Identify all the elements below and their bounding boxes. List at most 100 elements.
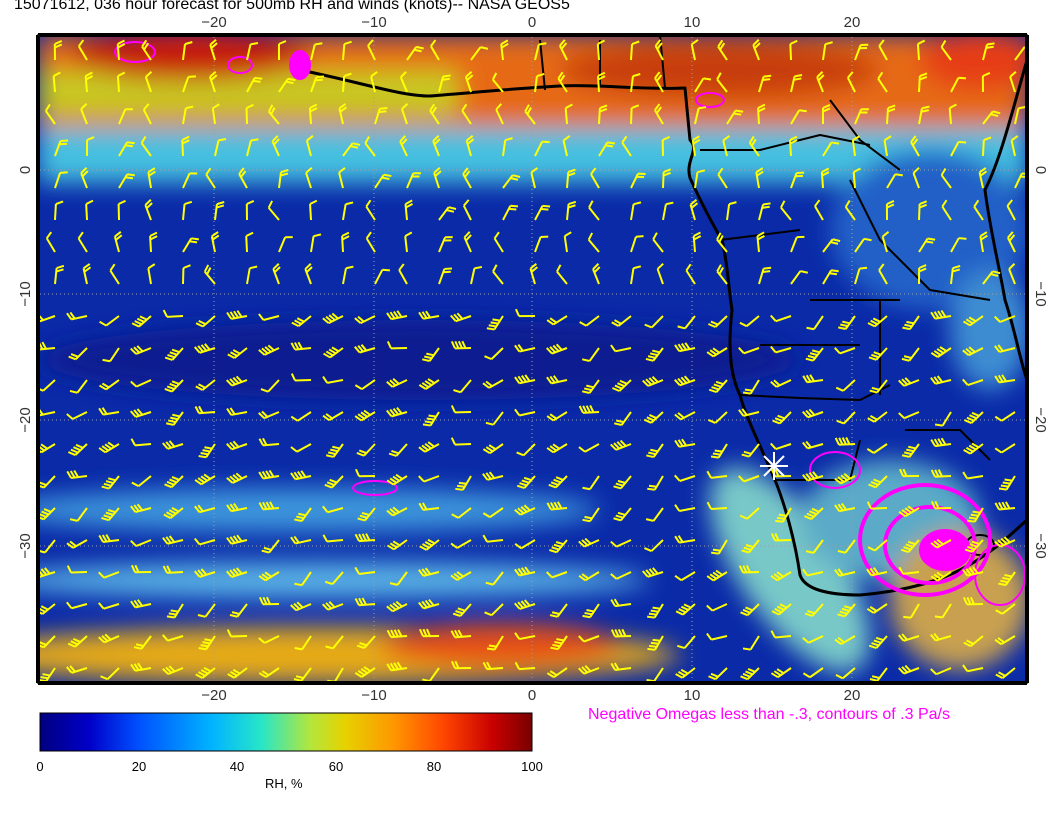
wind-barb bbox=[878, 39, 888, 61]
wind-barb bbox=[675, 667, 696, 679]
wind-barb bbox=[404, 199, 413, 221]
wind-barb bbox=[716, 232, 728, 253]
wind-barb bbox=[290, 373, 312, 382]
wind-barb bbox=[550, 635, 568, 651]
wind-barb bbox=[581, 347, 600, 362]
wind-barb bbox=[738, 475, 760, 483]
wind-barb bbox=[77, 39, 88, 61]
wind-barb bbox=[726, 201, 737, 221]
wind-barb bbox=[752, 39, 761, 61]
wind-barb bbox=[66, 470, 88, 479]
lat-tick-left: −20 bbox=[17, 407, 34, 432]
wind-barb bbox=[386, 600, 408, 613]
wind-barb bbox=[582, 603, 600, 619]
wind-barb bbox=[482, 443, 504, 455]
wind-barb bbox=[662, 168, 672, 189]
wind-barb bbox=[790, 235, 805, 253]
wind-barb bbox=[982, 270, 1001, 285]
wind-barb bbox=[482, 471, 504, 481]
wind-barb bbox=[432, 135, 441, 157]
wind-barb bbox=[790, 109, 807, 125]
wind-barb bbox=[610, 628, 632, 638]
wind-barb bbox=[182, 172, 198, 189]
wind-barb bbox=[738, 564, 760, 574]
lon-ticks-top: −20 −10 0 10 20 bbox=[201, 14, 860, 31]
wind-barb bbox=[930, 500, 952, 510]
wind-barb bbox=[290, 535, 312, 545]
wind-barb bbox=[674, 375, 696, 387]
wind-barb bbox=[770, 314, 792, 323]
colorbar-label: 0 bbox=[36, 759, 44, 774]
wind-barb bbox=[486, 315, 504, 331]
wind-barb bbox=[748, 135, 760, 157]
wind-barb bbox=[851, 135, 860, 157]
wind-barb bbox=[643, 411, 664, 424]
wind-barb bbox=[868, 475, 888, 489]
wind-barb bbox=[418, 441, 440, 453]
rh-red-patch-1 bbox=[70, 35, 310, 80]
wind-barb bbox=[130, 564, 152, 574]
wind-barb bbox=[66, 539, 88, 549]
wind-barb bbox=[162, 634, 184, 642]
wind-barb bbox=[324, 475, 344, 489]
wind-barb bbox=[116, 39, 126, 61]
wind-barb bbox=[834, 635, 856, 645]
wind-barb bbox=[118, 108, 133, 125]
wind-barb bbox=[258, 667, 280, 678]
wind-barb bbox=[694, 77, 712, 93]
wind-barb bbox=[338, 167, 346, 189]
rh-moist-streak-1 bbox=[38, 488, 600, 532]
wind-barb bbox=[451, 507, 472, 519]
wind-barb bbox=[45, 231, 56, 253]
wind-barb bbox=[166, 603, 184, 619]
omega-contour-1 bbox=[114, 41, 156, 63]
wind-barb bbox=[323, 346, 344, 359]
wind-barb bbox=[654, 71, 664, 93]
wind-barb bbox=[164, 379, 184, 393]
wind-barb bbox=[197, 603, 216, 618]
lon-ticks-bottom: −20 −10 0 10 20 bbox=[201, 687, 860, 704]
wind-barb bbox=[438, 267, 453, 285]
lon-tick-bottom: 0 bbox=[528, 687, 536, 704]
rh-dry-core bbox=[40, 320, 800, 400]
wind-barb bbox=[652, 232, 664, 253]
wind-barb bbox=[835, 667, 856, 680]
wind-barb bbox=[834, 472, 856, 485]
wind-barb bbox=[433, 167, 442, 189]
wind-barb bbox=[770, 630, 792, 639]
wind-barb bbox=[642, 375, 664, 387]
wind-barb bbox=[246, 265, 258, 285]
wind-barb bbox=[756, 231, 765, 253]
wind-barb bbox=[386, 539, 408, 551]
rh-red-patch-2 bbox=[560, 42, 880, 98]
wind-barb bbox=[389, 571, 408, 586]
wind-barb bbox=[450, 340, 472, 350]
wind-barb bbox=[69, 507, 88, 522]
wind-barb bbox=[465, 135, 475, 157]
wind-barb bbox=[226, 629, 248, 638]
wind-barb bbox=[309, 199, 318, 221]
wind-barb bbox=[310, 233, 322, 253]
wind-barb bbox=[322, 411, 344, 422]
wind-barb bbox=[950, 140, 967, 157]
wind-barb bbox=[325, 635, 344, 650]
wind-barb bbox=[598, 104, 608, 125]
wind-barb bbox=[941, 199, 952, 221]
wind-barb bbox=[558, 39, 568, 61]
wind-barb bbox=[838, 315, 856, 330]
wind-barb bbox=[130, 599, 152, 609]
wind-barb bbox=[742, 635, 760, 651]
wind-barb bbox=[386, 341, 408, 350]
wind-barb bbox=[118, 173, 135, 189]
wind-barb bbox=[1006, 231, 1016, 253]
wind-barb bbox=[438, 74, 451, 93]
wind-barb bbox=[354, 315, 376, 324]
wind-barb bbox=[674, 342, 696, 353]
wind-barb bbox=[140, 135, 152, 157]
wind-barb bbox=[294, 635, 312, 651]
omega-contour-4 bbox=[352, 480, 398, 496]
wind-barb bbox=[995, 603, 1016, 615]
wind-barb bbox=[557, 71, 568, 93]
wind-barb bbox=[514, 599, 536, 610]
wind-barb bbox=[706, 632, 728, 641]
